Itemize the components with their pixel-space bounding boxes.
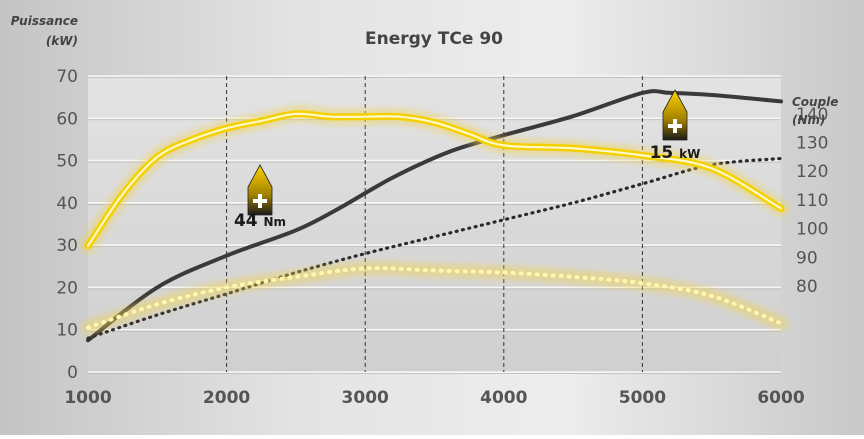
x-tick-label: 4000 — [480, 388, 527, 408]
right-tick-label: 140 — [796, 105, 828, 125]
annotation-marker-1: 15 kW — [650, 89, 701, 163]
left-tick-label: 40 — [56, 194, 78, 214]
annotation-unit: Nm — [264, 215, 287, 229]
right-axis-label-line1: Couple — [792, 95, 838, 109]
left-tick-label: 60 — [56, 109, 78, 129]
right-tick-label: 80 — [796, 277, 818, 297]
plus-sign-v — [673, 119, 677, 133]
left-tick-label: 30 — [56, 236, 78, 256]
left-axis-label-line1: Puissance — [11, 14, 78, 28]
right-tick-label: 110 — [796, 191, 828, 211]
left-tick-label: 20 — [56, 278, 78, 298]
annotation-value: 44 — [234, 211, 264, 231]
left-tick-label: 50 — [56, 152, 78, 172]
series-dotted-yellow — [86, 266, 783, 330]
annotation-unit: kW — [679, 147, 700, 161]
plus-sign-v — [258, 194, 262, 208]
x-tick-label: 6000 — [757, 388, 804, 408]
annotation-label: 15 kW — [650, 143, 701, 163]
left-tick-label: 10 — [56, 321, 78, 341]
right-tick-label: 90 — [796, 248, 818, 268]
chart-title: Energy TCe 90 — [365, 29, 503, 49]
annotation-label: 44 Nm — [234, 211, 286, 231]
x-tick-label: 2000 — [203, 388, 250, 408]
right-tick-label: 130 — [796, 134, 828, 154]
annotations: 44 Nm 15 kW — [234, 89, 701, 231]
axes: 0 10 20 30 40 50 60 70 1000 2000 3000 4000 5000 6000 8… — [56, 67, 828, 408]
right-tick-label: 100 — [796, 220, 828, 240]
series — [80, 89, 789, 343]
right-axis-label-line2: (Nm) — [792, 113, 826, 127]
x-tick-label: 5000 — [619, 388, 666, 408]
x-tick-label: 1000 — [64, 388, 111, 408]
left-tick-label: 0 — [67, 363, 78, 383]
right-tick-label: 120 — [796, 162, 828, 182]
annotation-marker-0: 44 Nm — [234, 164, 286, 231]
x-tick-label: 3000 — [342, 388, 389, 408]
series-line-torque-core — [86, 112, 783, 247]
series-dotted-dark — [86, 156, 783, 340]
left-axis-label-line2: (kW) — [46, 34, 78, 48]
annotation-value: 15 — [650, 143, 680, 163]
left-tick-label: 70 — [56, 67, 78, 87]
series-line-power — [86, 89, 783, 343]
